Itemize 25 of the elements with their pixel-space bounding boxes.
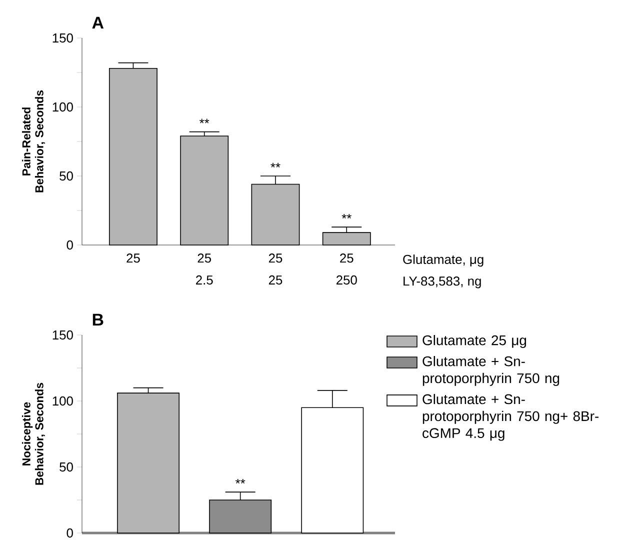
y-tick-label: 100 bbox=[52, 102, 73, 112]
x-tick-label: 25 25 bbox=[268, 254, 282, 285]
annotation: ** bbox=[236, 478, 246, 484]
annotation: ** bbox=[342, 214, 352, 218]
y-tick-label: 150 bbox=[52, 330, 73, 340]
y-tick-label: 0 bbox=[66, 240, 73, 250]
annotation: ** bbox=[270, 162, 280, 168]
y-tick-label: 0 bbox=[66, 528, 73, 538]
legend-label: Glutamate + Sn-protoporphyrin 750 ng bbox=[422, 356, 560, 386]
x-tick-label: 25 2.5 bbox=[196, 254, 213, 285]
x-tick-label: 25 bbox=[126, 254, 140, 263]
x-tick-label: 25 250 bbox=[336, 254, 357, 285]
chart-title: B bbox=[92, 314, 104, 326]
y-tick-label: 50 bbox=[60, 462, 73, 472]
y-tick-label: 150 bbox=[52, 33, 73, 43]
y-tick-label: 100 bbox=[52, 396, 73, 406]
y-tick-label: 50 bbox=[60, 171, 73, 181]
y-axis-title: Pain-Related Behavior, Seconds bbox=[22, 90, 46, 192]
legend-label: Glutamate + Sn-protoporphyrin 750 ng+ 8Br-cGMP 4.5 μg bbox=[422, 394, 599, 441]
legend-label: Glutamate 25 μg bbox=[422, 334, 526, 348]
y-axis-title: Nociceptive Behavior, Seconds bbox=[22, 382, 46, 485]
chart-title: A bbox=[92, 16, 104, 28]
text: Glutamate, μg bbox=[403, 254, 484, 267]
text: LY-83,583, ng bbox=[404, 276, 481, 288]
annotation: ** bbox=[200, 118, 210, 124]
